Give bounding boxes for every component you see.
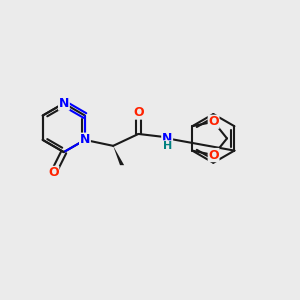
Polygon shape <box>113 146 124 165</box>
Text: N: N <box>58 97 69 110</box>
Text: H: H <box>163 141 172 151</box>
Text: O: O <box>208 148 219 162</box>
Text: N: N <box>162 132 172 145</box>
Text: O: O <box>48 167 59 179</box>
Text: O: O <box>133 106 144 119</box>
Text: H: H <box>163 140 172 150</box>
Text: N: N <box>162 132 172 145</box>
Text: O: O <box>208 115 219 128</box>
Text: N: N <box>58 97 69 110</box>
Text: N: N <box>80 134 90 146</box>
Text: N: N <box>80 134 90 146</box>
